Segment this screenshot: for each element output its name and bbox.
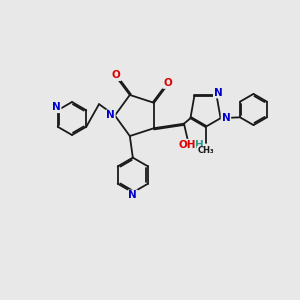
Text: O: O: [163, 78, 172, 88]
Text: CH₃: CH₃: [197, 146, 214, 155]
Text: OH: OH: [178, 140, 196, 150]
Text: N: N: [222, 113, 230, 123]
Text: N: N: [214, 88, 223, 98]
Text: O: O: [112, 70, 121, 80]
Text: N: N: [128, 190, 137, 200]
Text: H: H: [196, 140, 204, 150]
Text: N: N: [106, 110, 115, 121]
Text: N: N: [52, 102, 61, 112]
